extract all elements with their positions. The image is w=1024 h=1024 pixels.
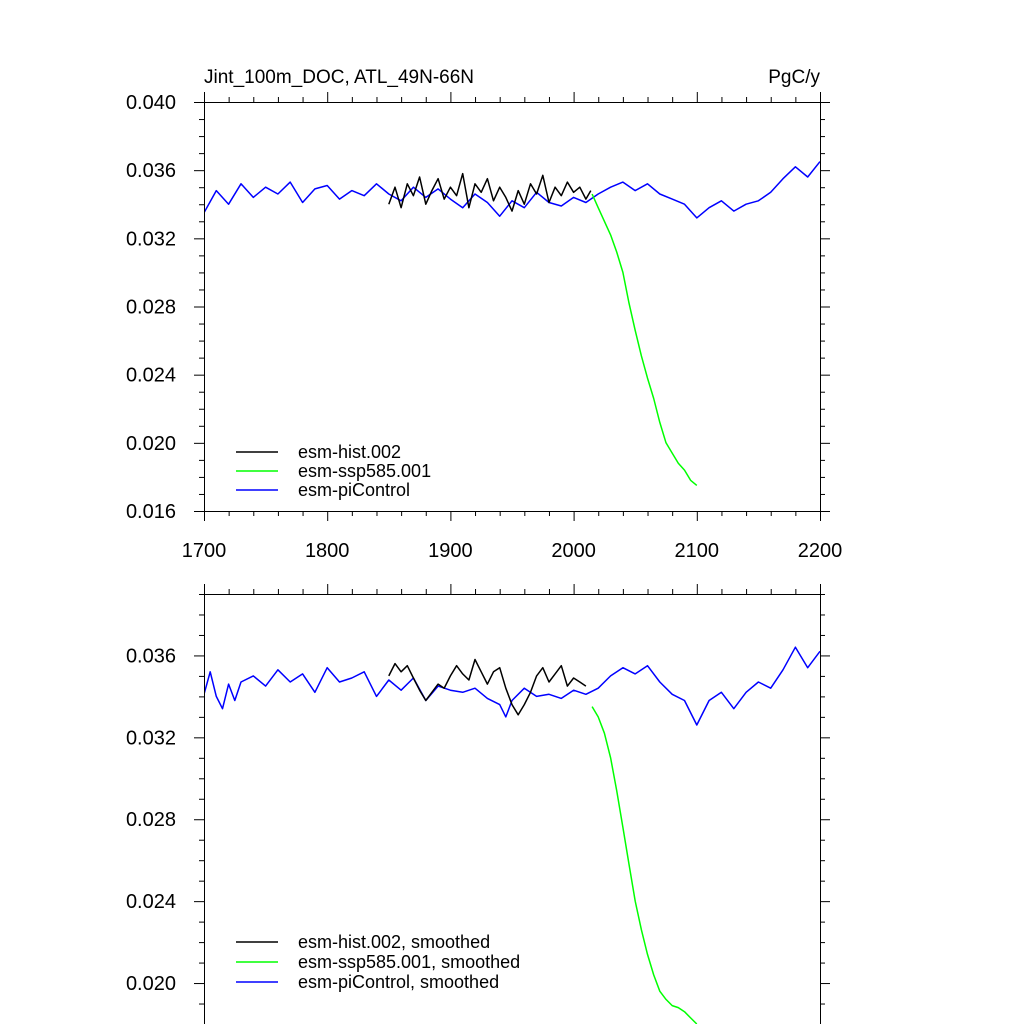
y-tick-label: 0.020 [126, 433, 176, 455]
legend-label: esm-hist.002 [298, 442, 401, 462]
y-tick-label: 0.040 [126, 92, 176, 114]
y-tick-label: 0.032 [126, 228, 176, 250]
top-panel-title-right: PgC/y [768, 67, 820, 88]
legend-label: esm-hist.002, smoothed [298, 932, 490, 952]
bottom-panel: 0.020 0.024 0.028 0.032 0.036 esm-hist.002, … [126, 584, 830, 1024]
y-tick-label: 0.036 [126, 160, 176, 182]
x-tick-label: 2000 [551, 540, 596, 562]
series-line [388, 658, 587, 716]
legend-label: esm-ssp585.001, smoothed [298, 952, 520, 972]
top-panel-ticks: 1700 1800 1900 2000 2100 2200 0.016 0.020 0.024 0… [126, 92, 842, 562]
top-panel-frame [204, 102, 821, 512]
x-tick-label: 1700 [182, 540, 227, 562]
top-panel-series [204, 161, 820, 486]
y-tick-label: 0.020 [126, 973, 176, 995]
top-panel: Jint_100m_DOC, ATL_49N-66N PgC/y 1700 180… [126, 67, 842, 562]
bottom-panel-frame [204, 594, 821, 1024]
series-line [388, 172, 592, 212]
y-tick-label: 0.032 [126, 727, 176, 749]
legend-label: esm-piControl [298, 480, 410, 500]
x-tick-label: 2100 [675, 540, 720, 562]
x-tick-label: 1800 [305, 540, 350, 562]
legend-label: esm-ssp585.001 [298, 461, 431, 481]
y-tick-label: 0.036 [126, 645, 176, 667]
series-line [204, 646, 820, 726]
y-tick-label: 0.028 [126, 809, 176, 831]
top-panel-title-left: Jint_100m_DOC, ATL_49N-66N [204, 67, 474, 88]
legend-label: esm-piControl, smoothed [298, 972, 499, 992]
series-line [591, 193, 698, 486]
series-line [204, 161, 820, 219]
y-tick-label: 0.024 [126, 365, 176, 387]
series-line [591, 706, 698, 1024]
bottom-panel-ticks: 0.020 0.024 0.028 0.032 0.036 [126, 584, 830, 1005]
x-tick-label: 1900 [428, 540, 473, 562]
y-tick-label: 0.016 [126, 501, 176, 523]
y-tick-label: 0.024 [126, 891, 176, 913]
x-tick-label: 2200 [798, 540, 843, 562]
y-tick-label: 0.028 [126, 297, 176, 319]
bottom-panel-series [204, 646, 820, 1024]
